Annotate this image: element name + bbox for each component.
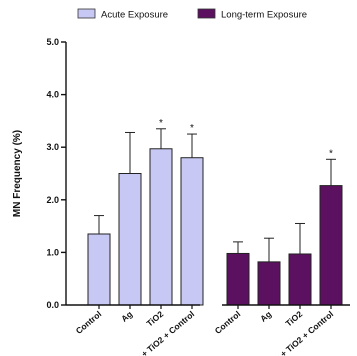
x-category-label: Control xyxy=(213,309,243,336)
y-tick-label: 1.0 xyxy=(46,247,59,257)
legend: Acute Exposure Long-term Exposure xyxy=(77,8,307,21)
y-tick-label: 4.0 xyxy=(46,90,59,100)
y-tick-label: 0.0 xyxy=(46,300,59,310)
bars: * * * xyxy=(87,118,343,306)
bar-1-4 xyxy=(180,157,204,306)
bar-2-4 xyxy=(319,185,343,306)
legend-swatch-2 xyxy=(197,8,216,19)
y-axis-title: MN Frequency (%) xyxy=(12,130,23,217)
y-tick-label: 5.0 xyxy=(46,37,59,47)
legend-label-2: Long-term Exposure xyxy=(221,10,307,21)
x-category-label: Control xyxy=(74,309,104,336)
bar-2-3 xyxy=(288,253,312,306)
significance-star: * xyxy=(159,118,163,129)
legend-label-1: Acute Exposure xyxy=(101,10,168,21)
bar-2-2 xyxy=(257,261,281,306)
x-category-label: TiO2 xyxy=(283,309,304,329)
x-category-label: Ag xyxy=(119,309,134,324)
legend-swatch-1 xyxy=(77,8,96,19)
y-tick-label: 3.0 xyxy=(46,142,59,152)
significance-star: * xyxy=(329,148,333,159)
bar-1-3 xyxy=(149,148,173,306)
y-axis: 0.0 1.0 2.0 3.0 4.0 5.0 MN Frequency (%) xyxy=(12,37,67,310)
x-category-label: TiO2 xyxy=(144,309,165,329)
bar-2-1 xyxy=(226,252,250,306)
significance-star: * xyxy=(190,123,194,134)
y-tick-label: 2.0 xyxy=(46,195,59,205)
bar-1-1 xyxy=(87,233,111,306)
bar-1-2 xyxy=(118,173,142,306)
x-category-label: Ag xyxy=(258,309,273,324)
